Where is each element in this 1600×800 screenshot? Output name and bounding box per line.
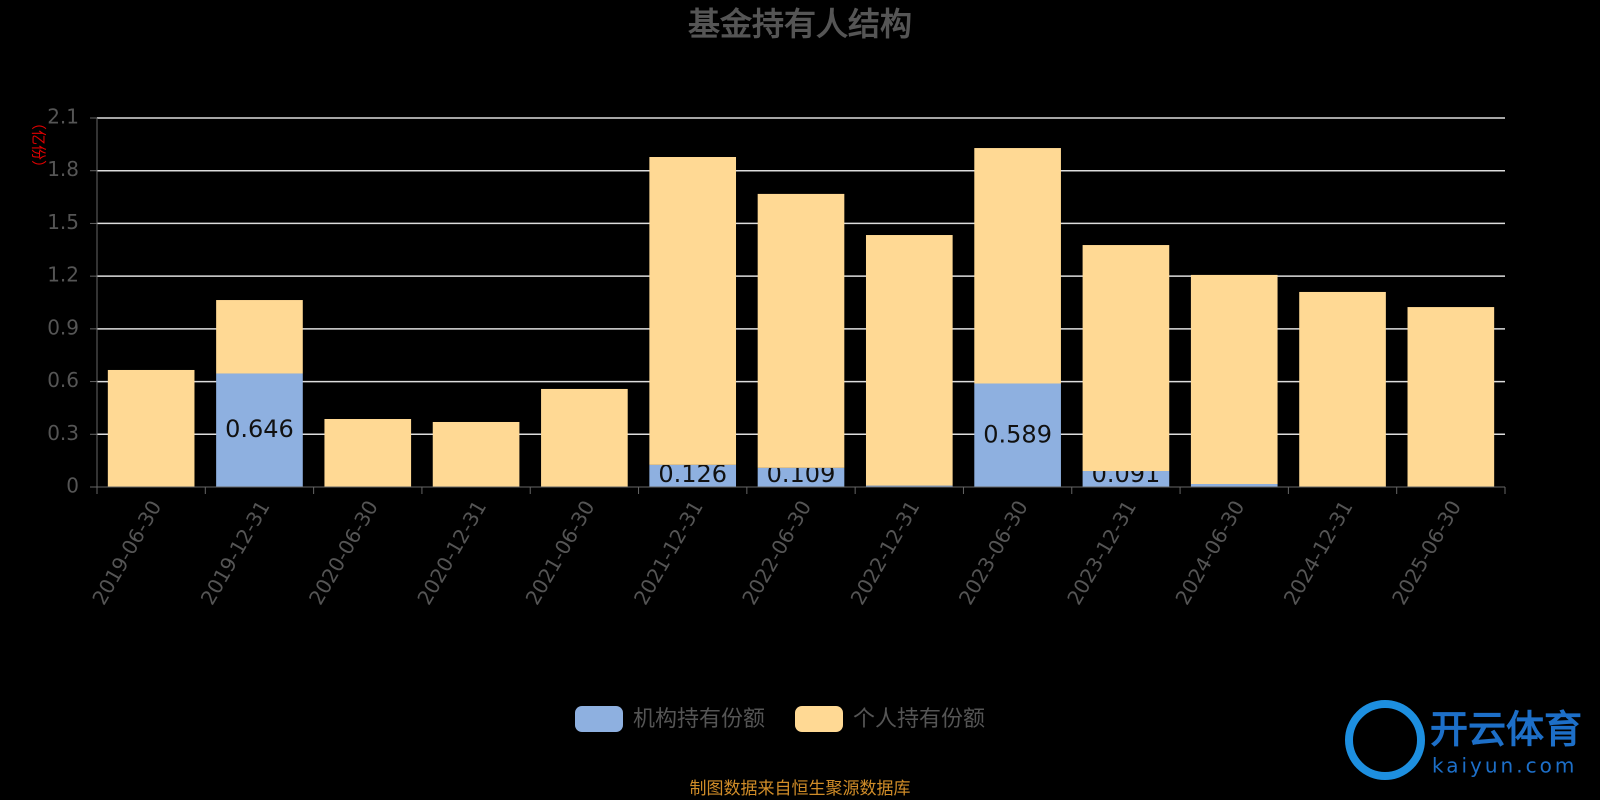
bar-segment [1190,274,1278,485]
y-tick-label: 1.8 [47,157,79,181]
bar-segment [107,369,195,487]
bar-segment [757,467,845,487]
bar-segment [324,418,412,487]
bar-segment [432,421,520,487]
data-label: 0.589 [983,420,1052,448]
y-tick-label: 0.6 [47,368,79,392]
bar-segment [974,148,1061,384]
y-tick-label: 0 [66,474,79,498]
bar-segment [1407,307,1495,487]
bar-segment [541,388,628,487]
bar-segment [1082,245,1170,472]
legend-label: 机构持有份额 [633,707,765,732]
y-tick-label: 1.2 [47,263,79,287]
bar-segment [1190,484,1278,487]
source-note: 制图数据来自恒生聚源数据库 [690,779,911,799]
watermark-brand: 开云体育 [1430,708,1582,752]
bar-segment [974,383,1061,487]
bar-segment [649,464,737,487]
y-axis-label: （亿份） [30,115,48,175]
y-tick-label: 2.1 [47,105,79,129]
y-tick-label: 0.3 [47,421,79,445]
watermark-site: kaiyun.com [1432,754,1577,778]
watermark-logo [1345,700,1425,780]
data-label: 0.646 [225,415,294,443]
bar-segment [865,485,953,487]
bar-segment [649,157,737,465]
legend-label: 个人持有份额 [853,707,985,732]
bar-segment [1082,471,1170,487]
y-tick-label: 0.9 [47,315,79,339]
bar-segment [216,373,303,487]
bar-segment [216,300,303,374]
y-tick-label: 1.5 [47,210,79,234]
chart-title: 基金持有人结构 [688,5,912,43]
bar-segment [757,193,845,468]
bar-segment [865,235,953,486]
legend-swatch [575,706,623,732]
bar-segment [1299,291,1386,487]
legend-swatch [795,706,843,732]
